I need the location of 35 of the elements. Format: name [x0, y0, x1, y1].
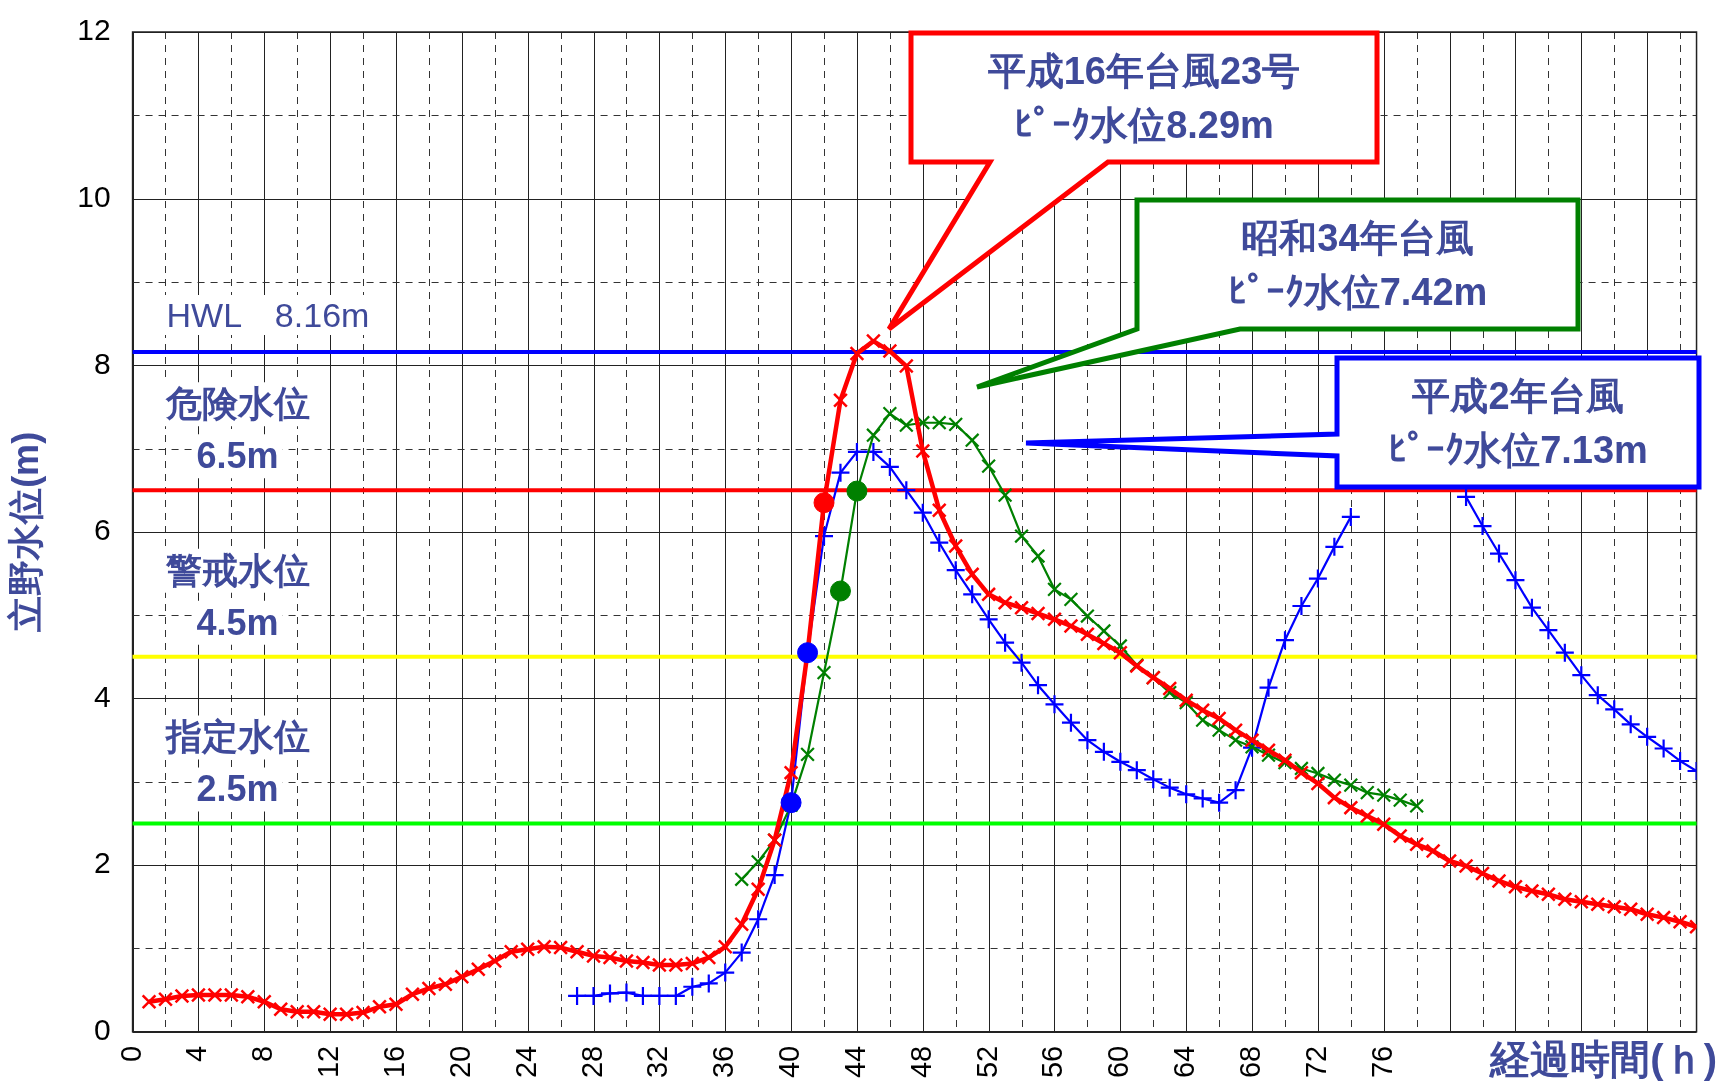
- x-tick-label: 0: [114, 1045, 147, 1062]
- x-tick-label: 36: [707, 1045, 740, 1079]
- y-tick-label: 6: [93, 513, 111, 547]
- x-tick-label: 44: [838, 1045, 871, 1079]
- x-tick-label: 56: [1036, 1045, 1069, 1079]
- y-tick-label: 10: [77, 179, 111, 213]
- x-tick-label: 48: [904, 1045, 937, 1079]
- x-tick-label: 64: [1168, 1045, 1201, 1079]
- annotation: 平成16年台風23号ﾋﾟｰｸ水位8.29m: [987, 49, 1301, 146]
- x-tick-label: 4: [180, 1045, 213, 1062]
- x-tick-label: 24: [509, 1045, 542, 1079]
- y-tick-label: 4: [93, 679, 111, 713]
- annotation: 平成2年台風ﾋﾟｰｸ水位7.13m: [1388, 374, 1648, 471]
- y-tick-label: 2: [93, 846, 111, 880]
- x-tick-label: 40: [773, 1045, 806, 1079]
- x-tick-label: 72: [1299, 1045, 1332, 1079]
- x-tick-label: 60: [1102, 1045, 1135, 1079]
- x-tick-label: 52: [970, 1045, 1003, 1079]
- y-tick-label: 8: [93, 346, 111, 380]
- x-tick-label: 8: [246, 1045, 279, 1062]
- y-axis-title: 立野水位(m): [4, 431, 46, 632]
- x-tick-label: 20: [443, 1045, 476, 1079]
- x-tick-label: 28: [575, 1045, 608, 1079]
- y-tick-label: 12: [77, 13, 111, 47]
- x-axis-title: 経過時間(ｈ): [1489, 1037, 1717, 1082]
- ref-line-label: 指定水位 2.5m: [163, 716, 310, 810]
- x-tick-label: 32: [641, 1045, 674, 1079]
- x-tick-label: 76: [1365, 1045, 1398, 1079]
- ref-line-label: 警戒水位 4.5m: [164, 549, 310, 643]
- x-tick-label: 16: [377, 1045, 410, 1079]
- x-tick-label: 68: [1234, 1045, 1267, 1079]
- ref-line-label: 危険水位 6.5m: [164, 383, 310, 477]
- annotation: 昭和34年台風ﾋﾟｰｸ水位7.42m: [1227, 216, 1488, 313]
- ref-line-label: HWL 8.16m: [166, 295, 370, 334]
- x-tick-label: 12: [312, 1045, 345, 1079]
